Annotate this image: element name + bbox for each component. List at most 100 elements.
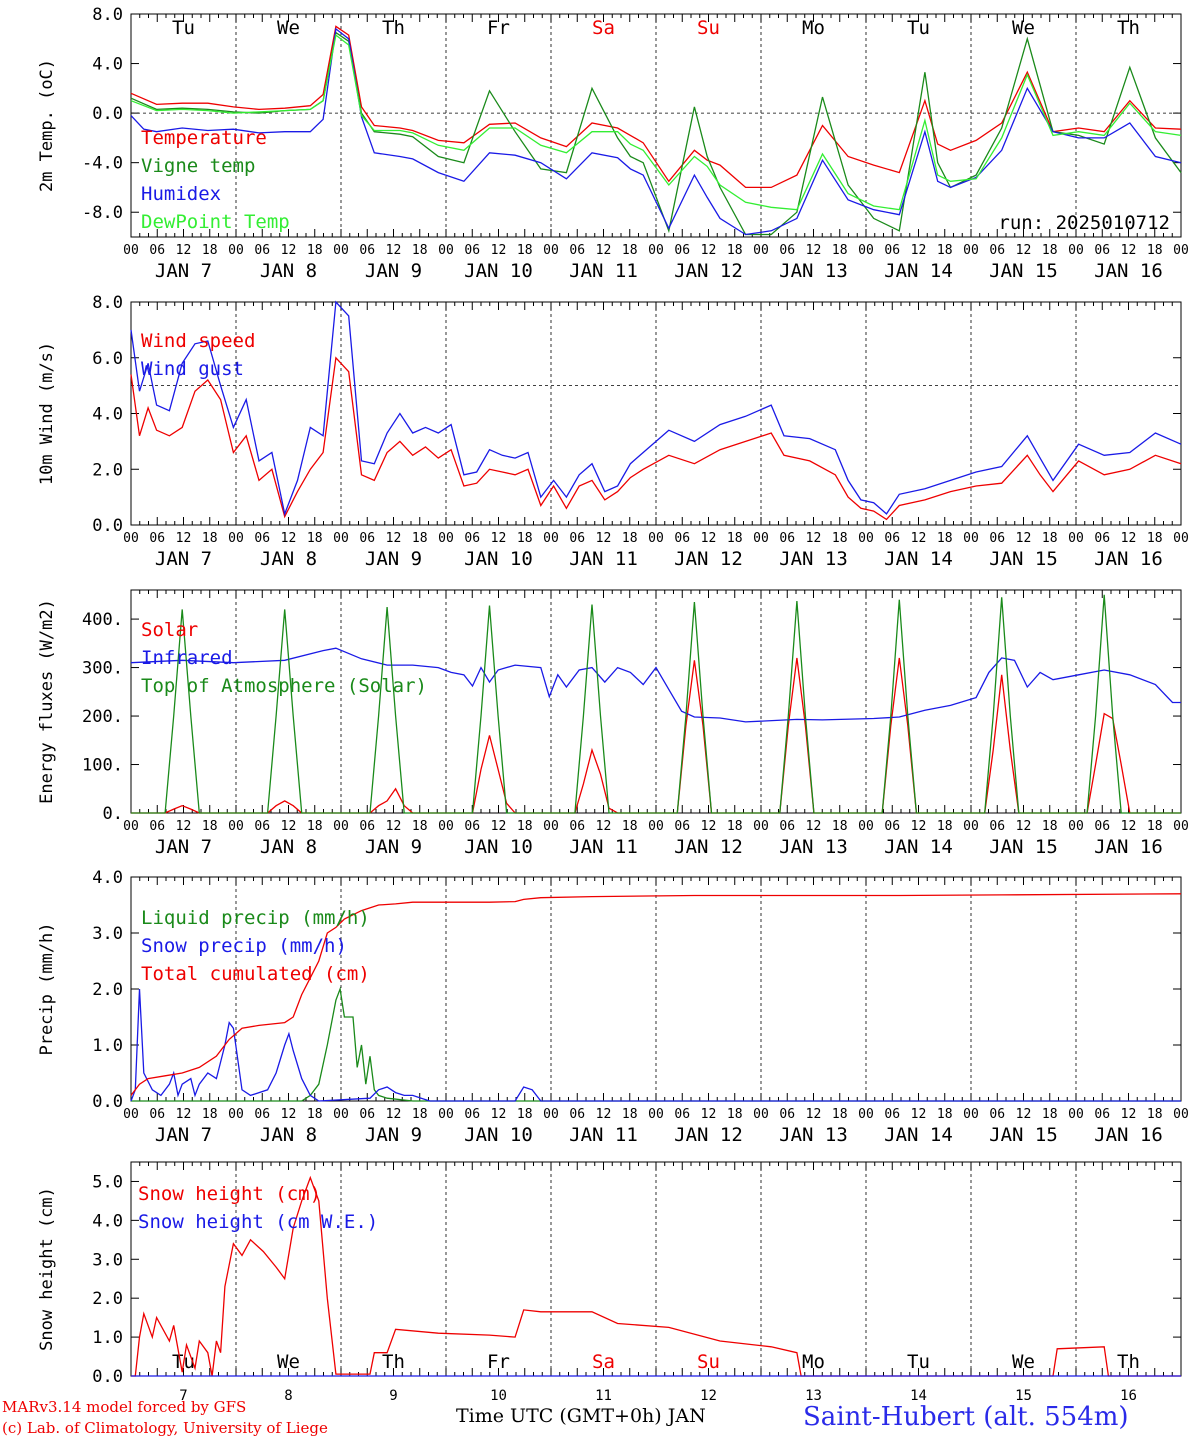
hour-tick-label: 18	[1147, 819, 1163, 834]
y-tick-label: 8.0	[92, 293, 123, 313]
hour-tick-label: 00	[753, 531, 769, 546]
hour-tick-label: 12	[1121, 243, 1137, 258]
hour-tick-label: 18	[1042, 243, 1058, 258]
hour-tick-label: 00	[123, 819, 139, 834]
y-tick-label: 0.0	[92, 516, 123, 536]
weekday-label: Tu	[907, 1351, 930, 1373]
day-label: JAN 15	[989, 548, 1058, 570]
hour-tick-label: 00	[1173, 819, 1189, 834]
day-label: JAN 9	[365, 1124, 422, 1146]
hour-tick-label: 00	[858, 819, 874, 834]
hour-tick-label: 06	[779, 243, 795, 258]
legend-entry: Top of Atmosphere (Solar)	[141, 675, 427, 697]
day-label: JAN 11	[569, 1124, 638, 1146]
hour-tick-label: 18	[937, 531, 953, 546]
hour-tick-label: 18	[412, 819, 428, 834]
hour-tick-label: 00	[1068, 243, 1084, 258]
hour-tick-label: 00	[123, 531, 139, 546]
hour-tick-label: 06	[254, 243, 270, 258]
weekday-label: Fr	[487, 1351, 510, 1373]
hour-tick-label: 18	[412, 531, 428, 546]
hour-tick-label: 12	[806, 243, 822, 258]
series-line	[131, 594, 1181, 814]
y-tick-label: 1.0	[92, 1328, 123, 1348]
y-tick-label: 0.0	[92, 1367, 123, 1387]
hour-tick-label: 00	[1173, 1107, 1189, 1122]
weekday-label: We	[1012, 1351, 1035, 1373]
hour-tick-label: 06	[674, 531, 690, 546]
hour-tick-label: 18	[1042, 819, 1058, 834]
weekday-label: Tu	[907, 17, 930, 39]
hour-tick-label: 06	[464, 1107, 480, 1122]
day-label: JAN 8	[260, 836, 317, 858]
y-tick-label: 0.0	[92, 1092, 123, 1112]
hour-tick-label: 12	[911, 531, 927, 546]
hour-tick-label: 06	[989, 243, 1005, 258]
legend-entry: Snow height (cm)	[138, 1183, 321, 1205]
y-tick-label: 0.	[103, 804, 123, 824]
day-label: JAN 16	[1094, 548, 1163, 570]
day-label: JAN 10	[464, 260, 533, 282]
hour-tick-label: 06	[1094, 243, 1110, 258]
hour-tick-label: 12	[596, 531, 612, 546]
day-label: JAN 7	[155, 260, 212, 282]
day-label: JAN 7	[155, 836, 212, 858]
day-label: JAN 14	[884, 1124, 953, 1146]
weekday-label: Sa	[592, 17, 615, 39]
weekday-label: Tu	[172, 17, 195, 39]
y-tick-label: 6.0	[92, 349, 123, 369]
hour-tick-label: 06	[989, 819, 1005, 834]
hour-tick-label: 18	[937, 819, 953, 834]
y-tick-label: -8.0	[82, 203, 123, 223]
hour-tick-label: 06	[149, 1107, 165, 1122]
hour-tick-label: 00	[543, 819, 559, 834]
hour-tick-label: 00	[228, 531, 244, 546]
y-tick-label: 2.0	[92, 460, 123, 480]
hour-tick-label: 06	[779, 819, 795, 834]
panel-3: 400. 300. 200. 100. 0. Energy fluxes (W/m2) 00…	[37, 589, 1189, 858]
hour-tick-label: 18	[1042, 531, 1058, 546]
hour-tick-label: 18	[517, 243, 533, 258]
y-axis-label: 2m Temp. (oC)	[37, 59, 57, 192]
day-label: JAN 14	[884, 260, 953, 282]
hour-tick-label: 06	[569, 1107, 585, 1122]
day-number: 13	[805, 1388, 822, 1404]
day-label: JAN 14	[884, 548, 953, 570]
hour-tick-label: 18	[412, 243, 428, 258]
series-line	[130, 356, 1182, 521]
y-tick-label: 4.0	[92, 55, 123, 75]
hour-tick-label: 12	[281, 531, 297, 546]
hour-tick-label: 18	[517, 531, 533, 546]
panel-5: 5.0 4.0 3.0 2.0 1.0 0.0 Snow height (cm) 7 8 9 10 1…	[37, 1161, 1182, 1404]
hour-tick-label: 00	[333, 819, 349, 834]
hour-tick-label: 12	[176, 1107, 192, 1122]
hour-tick-label: 12	[1121, 819, 1137, 834]
y-tick-label: 2.0	[92, 980, 123, 1000]
hour-tick-label: 00	[648, 1107, 664, 1122]
weekday-label: Th	[382, 17, 405, 39]
y-tick-label: 4.0	[92, 405, 123, 425]
day-label: JAN 12	[674, 836, 743, 858]
weekday-label: We	[277, 17, 300, 39]
legend-entry: Humidex	[141, 183, 221, 205]
y-tick-label: 2.0	[92, 1289, 123, 1309]
panel-2: 8.0 6.0 4.0 2.0 0.0 10m Wind (m/s) 00 06 12 18 00 0…	[37, 293, 1189, 570]
hour-tick-label: 18	[832, 819, 848, 834]
day-label: JAN 8	[260, 548, 317, 570]
hour-tick-label: 12	[1016, 819, 1032, 834]
hour-tick-label: 12	[386, 819, 402, 834]
day-number: 16	[1120, 1388, 1137, 1404]
hour-tick-label: 00	[858, 1107, 874, 1122]
day-number: 10	[490, 1388, 507, 1404]
hour-tick-label: 18	[307, 531, 323, 546]
hour-tick-label: 06	[359, 819, 375, 834]
hour-tick-label: 12	[1016, 243, 1032, 258]
time-axis-label: Time UTC (GMT+0h) JAN	[456, 1405, 706, 1427]
day-label: JAN 15	[989, 1124, 1058, 1146]
hour-tick-label: 12	[491, 1107, 507, 1122]
day-number: 8	[284, 1388, 292, 1404]
day-label: JAN 13	[779, 1124, 848, 1146]
hour-tick-label: 18	[202, 1107, 218, 1122]
hour-tick-label: 18	[622, 819, 638, 834]
